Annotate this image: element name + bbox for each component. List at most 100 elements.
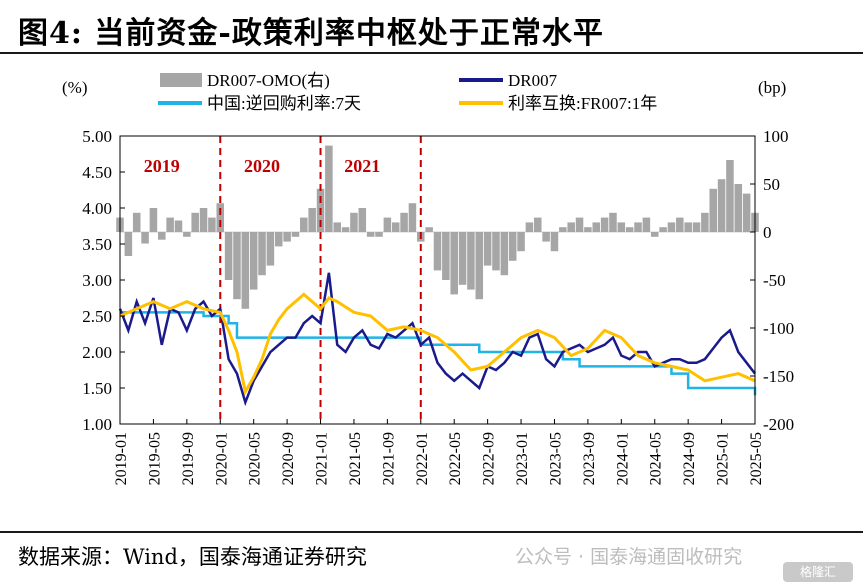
legend-policy-label: 中国:逆回购利率:7天 bbox=[207, 94, 361, 113]
spread-bar bbox=[542, 232, 550, 242]
left-tick-label: 4.00 bbox=[82, 199, 112, 218]
spread-bar bbox=[433, 232, 442, 271]
x-tick-label: 2021-05 bbox=[347, 432, 364, 485]
spread-bar bbox=[483, 232, 492, 266]
spread-bar bbox=[199, 208, 208, 232]
x-tick-label: 2021-09 bbox=[380, 432, 397, 485]
spread-bar bbox=[425, 227, 433, 232]
left-tick-label: 1.00 bbox=[82, 415, 112, 434]
left-tick-label: 4.50 bbox=[82, 163, 112, 182]
x-tick-label: 2022-05 bbox=[447, 432, 464, 485]
year-label: 2019 bbox=[144, 156, 180, 176]
spread-bar bbox=[216, 203, 225, 232]
spread-bar bbox=[224, 232, 233, 280]
spread-bar bbox=[408, 203, 417, 232]
spread-bar bbox=[508, 232, 517, 261]
spread-bar bbox=[191, 212, 199, 232]
right-tick-label: -100 bbox=[763, 319, 794, 338]
spread-bar bbox=[274, 232, 283, 247]
spread-bar bbox=[174, 220, 183, 232]
spread-bar bbox=[709, 188, 717, 232]
spread-bar bbox=[701, 212, 709, 232]
rate-chart: 2019 2020 2021 5.00 4.50 4.00 3.50 3.00 2.50 2.0… bbox=[62, 71, 794, 485]
spread-bar bbox=[325, 145, 333, 232]
right-tick-label: 100 bbox=[763, 127, 789, 146]
spread-bar bbox=[500, 232, 509, 276]
swap-rate-line bbox=[119, 292, 756, 396]
left-tick-label: 3.50 bbox=[82, 235, 112, 254]
spread-bar bbox=[567, 222, 575, 232]
spread-bar bbox=[550, 232, 559, 252]
policy-rate-line bbox=[120, 311, 757, 396]
spread-bar bbox=[366, 232, 375, 237]
spread-bar bbox=[575, 217, 584, 232]
spread-bar bbox=[258, 232, 266, 276]
source-rule bbox=[0, 531, 863, 533]
watermark-text: 公众号 · 国泰海通固收研究 bbox=[515, 546, 743, 568]
spread-bar bbox=[559, 227, 567, 232]
x-tick-label: 2024-09 bbox=[681, 432, 698, 485]
left-axis-unit: (%) bbox=[62, 78, 87, 97]
spread-bar bbox=[132, 212, 141, 232]
left-tick-label: 2.00 bbox=[82, 343, 112, 362]
right-tick-label: 50 bbox=[763, 175, 780, 194]
spread-bar bbox=[584, 227, 592, 232]
x-tick-label: 2023-05 bbox=[547, 432, 564, 485]
spread-bar bbox=[249, 232, 258, 290]
left-tick-label: 1.50 bbox=[82, 379, 112, 398]
spread-bar bbox=[149, 208, 158, 232]
spread-bar bbox=[667, 222, 676, 232]
x-tick-label: 2020-01 bbox=[213, 432, 230, 485]
left-tick-label: 2.50 bbox=[82, 307, 112, 326]
spread-bar bbox=[467, 232, 475, 290]
spread-bar bbox=[726, 160, 734, 232]
spread-bar bbox=[124, 232, 133, 256]
spread-bar bbox=[241, 232, 250, 309]
spread-bar bbox=[283, 232, 291, 242]
x-tick-label: 2024-05 bbox=[648, 432, 665, 485]
spread-bar bbox=[517, 232, 525, 252]
x-tick-label: 2019-09 bbox=[180, 432, 197, 485]
x-tick-label: 2020-09 bbox=[280, 432, 297, 485]
spread-bar bbox=[642, 217, 651, 232]
legend-swap-label: 利率互换:FR007:1年 bbox=[508, 94, 657, 113]
spread-bar bbox=[458, 232, 467, 285]
x-tick-label: 2025-05 bbox=[748, 432, 765, 485]
spread-bar bbox=[358, 208, 367, 232]
spread-bar bbox=[634, 222, 642, 232]
spread-bar bbox=[717, 179, 726, 232]
spread-bar bbox=[375, 232, 383, 237]
spread-bar bbox=[475, 232, 484, 300]
x-tick-label: 2025-01 bbox=[715, 432, 732, 485]
spread-bar bbox=[734, 184, 743, 232]
spread-bar bbox=[742, 193, 751, 232]
right-tick-label: -50 bbox=[763, 271, 786, 290]
x-tick-label: 2019-01 bbox=[113, 432, 130, 485]
dr007-line bbox=[118, 272, 756, 407]
year-label: 2020 bbox=[244, 156, 280, 176]
x-tick-label: 2022-01 bbox=[414, 432, 431, 485]
spread-bar bbox=[659, 227, 667, 232]
chart-title: 图4: 当前资金-政策利率中枢处于正常水平 bbox=[18, 16, 604, 51]
spread-bar bbox=[400, 212, 408, 232]
spread-bar bbox=[158, 232, 166, 240]
spread-bar bbox=[383, 217, 392, 232]
spread-bar bbox=[625, 227, 634, 232]
left-tick-label: 5.00 bbox=[82, 127, 112, 146]
spread-bar bbox=[350, 212, 358, 232]
x-tick-label: 2021-01 bbox=[314, 432, 331, 485]
right-tick-label: -150 bbox=[763, 367, 794, 386]
spread-bar bbox=[617, 222, 626, 232]
spread-bar bbox=[141, 232, 149, 244]
spread-bar bbox=[684, 222, 692, 232]
right-tick-label: -200 bbox=[763, 415, 794, 434]
x-tick-label: 2020-05 bbox=[247, 432, 264, 485]
spread-bar bbox=[391, 222, 400, 232]
data-source: 数据来源：Wind，国泰海通证券研究 bbox=[18, 545, 367, 569]
x-tick-label: 2022-09 bbox=[481, 432, 498, 485]
left-tick-label: 3.00 bbox=[82, 271, 112, 290]
spread-bar bbox=[650, 232, 659, 237]
x-tick-label: 2024-01 bbox=[614, 432, 631, 485]
legend-dr007-label: DR007 bbox=[508, 71, 558, 90]
spread-bar bbox=[341, 227, 350, 232]
